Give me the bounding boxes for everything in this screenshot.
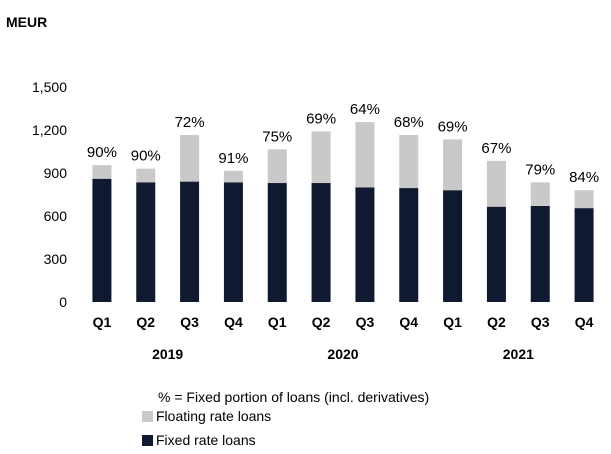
percent-label: 91% — [218, 150, 248, 167]
data-labels: 90% 90% 72% 91% 75% 69% 64% 68% 69% 67% 79% 84% — [87, 101, 599, 186]
y-tick-label: 900 — [44, 165, 68, 181]
bar-fixed-rate — [486, 206, 506, 302]
x-tick-label: Q4 — [399, 314, 418, 330]
bar-fixed-rate — [574, 208, 594, 302]
y-tick-label: 1,500 — [32, 79, 67, 95]
bar-floating-rate — [223, 170, 243, 183]
bar-fixed-rate — [180, 181, 200, 302]
bar-fixed-rate — [443, 190, 463, 302]
percent-label: 90% — [87, 144, 117, 161]
x-tick-label: Q2 — [487, 314, 506, 330]
year-label: 2020 — [327, 346, 358, 362]
bar-floating-rate — [136, 168, 156, 183]
y-tick-label: 0 — [59, 294, 67, 310]
x-tick-label: Q2 — [312, 314, 331, 330]
bar-floating-rate — [574, 190, 594, 209]
bar-fixed-rate — [530, 205, 550, 302]
x-tick-label: Q1 — [268, 314, 287, 330]
legend-swatch — [142, 411, 153, 422]
bar-floating-rate — [530, 182, 550, 206]
x-tick-label: Q4 — [224, 314, 243, 330]
x-tick-label: Q3 — [356, 314, 375, 330]
legend: Floating rate loans Fixed rate loans — [142, 408, 271, 448]
percent-label: 67% — [481, 140, 511, 157]
bar-fixed-rate — [311, 183, 331, 302]
bar-fixed-rate — [399, 188, 419, 302]
year-label: 2019 — [152, 346, 183, 362]
bar-fixed-rate — [267, 183, 287, 302]
percent-label: 75% — [262, 128, 292, 145]
x-tick-label: Q2 — [136, 314, 155, 330]
bar-floating-rate — [443, 139, 463, 191]
x-tick-label: Q3 — [180, 314, 199, 330]
bar-floating-rate — [355, 122, 375, 188]
bar-floating-rate — [311, 131, 331, 184]
y-tick-label: 1,200 — [32, 122, 67, 138]
percent-label: 90% — [131, 148, 161, 165]
y-tick-label: 600 — [44, 208, 68, 224]
bar-fixed-rate — [355, 187, 375, 302]
bar-floating-rate — [92, 165, 112, 179]
bar-floating-rate — [399, 135, 419, 189]
bar-floating-rate — [267, 149, 287, 184]
unit-label: MEUR — [6, 14, 47, 30]
bar-fixed-rate — [223, 182, 243, 302]
x-tick-label: Q3 — [531, 314, 550, 330]
percent-label: 64% — [350, 101, 380, 118]
percent-label: 69% — [306, 110, 336, 127]
percent-label: 72% — [175, 114, 205, 131]
year-label: 2021 — [503, 346, 534, 362]
y-axis: 0 300 600 900 1,200 1,500 — [32, 79, 67, 310]
note-text: % = Fixed portion of loans (incl. deriva… — [158, 389, 429, 405]
percent-label: 68% — [394, 114, 424, 131]
bars — [92, 122, 594, 302]
x-axis: Q1 Q2 Q3 Q4 Q1 Q2 Q3 Q4 Q1 Q2 Q3 Q4 2019 2020 2021 — [93, 314, 594, 362]
x-tick-label: Q1 — [443, 314, 462, 330]
bar-floating-rate — [180, 135, 200, 182]
bar-floating-rate — [486, 160, 506, 207]
legend-swatch — [142, 435, 153, 446]
percent-label: 69% — [438, 118, 468, 135]
y-tick-label: 300 — [44, 251, 68, 267]
bar-fixed-rate — [92, 178, 112, 302]
x-tick-label: Q4 — [575, 314, 594, 330]
legend-label: Floating rate loans — [156, 408, 271, 424]
legend-label: Fixed rate loans — [156, 432, 256, 448]
x-tick-label: Q1 — [93, 314, 112, 330]
percent-label: 84% — [569, 169, 599, 186]
percent-label: 79% — [525, 161, 555, 178]
bar-fixed-rate — [136, 182, 156, 302]
